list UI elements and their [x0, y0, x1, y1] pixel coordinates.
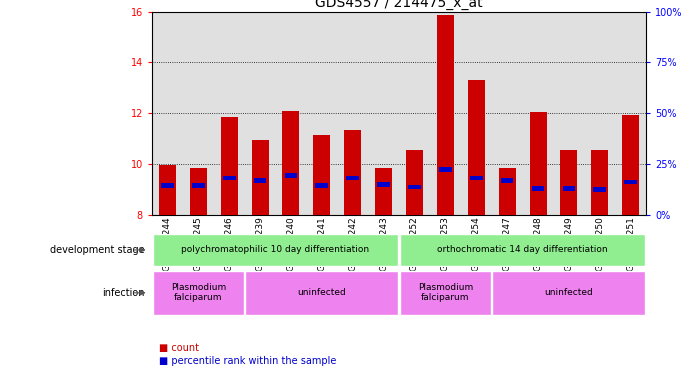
Bar — [562, 186, 575, 190]
Text: uninfected: uninfected — [298, 288, 346, 297]
Title: GDS4557 / 214475_x_at: GDS4557 / 214475_x_at — [315, 0, 483, 10]
Text: ■ percentile rank within the sample: ■ percentile rank within the sample — [159, 356, 337, 366]
Text: orthochromatic 14 day differentiation: orthochromatic 14 day differentiation — [437, 245, 608, 255]
Bar — [313, 135, 330, 215]
Bar — [591, 150, 608, 215]
Text: Plasmodium
falciparum: Plasmodium falciparum — [418, 283, 473, 303]
Bar — [499, 168, 515, 215]
Bar — [316, 184, 328, 188]
Bar — [529, 112, 547, 215]
Text: infection: infection — [102, 288, 145, 298]
Bar — [594, 187, 606, 192]
FancyBboxPatch shape — [245, 271, 399, 315]
Bar — [344, 130, 361, 215]
Bar — [283, 111, 299, 215]
FancyBboxPatch shape — [399, 271, 491, 315]
Bar — [192, 184, 205, 188]
Bar — [377, 182, 390, 187]
Bar — [223, 176, 236, 180]
Bar — [501, 179, 513, 183]
Text: development stage: development stage — [50, 245, 145, 255]
FancyBboxPatch shape — [492, 271, 645, 315]
Bar — [624, 180, 637, 184]
Bar — [375, 168, 392, 215]
Bar — [622, 114, 639, 215]
FancyBboxPatch shape — [399, 235, 645, 265]
Bar — [408, 185, 421, 189]
Text: uninfected: uninfected — [545, 288, 594, 297]
Bar — [220, 117, 238, 215]
Bar — [560, 150, 578, 215]
FancyBboxPatch shape — [153, 235, 399, 265]
Bar — [346, 176, 359, 180]
Bar — [190, 168, 207, 215]
Text: polychromatophilic 10 day differentiation: polychromatophilic 10 day differentiatio… — [182, 245, 370, 255]
Bar — [161, 184, 174, 188]
Bar — [285, 173, 297, 178]
Bar — [470, 176, 482, 180]
Bar — [531, 186, 545, 190]
Text: Plasmodium
falciparum: Plasmodium falciparum — [171, 283, 226, 303]
Bar — [406, 150, 423, 215]
Bar — [437, 15, 454, 215]
Bar — [439, 167, 452, 172]
Bar — [254, 179, 267, 183]
Bar — [468, 80, 485, 215]
Bar — [159, 166, 176, 215]
Text: ■ count: ■ count — [159, 343, 199, 353]
Bar — [252, 140, 269, 215]
FancyBboxPatch shape — [153, 271, 244, 315]
